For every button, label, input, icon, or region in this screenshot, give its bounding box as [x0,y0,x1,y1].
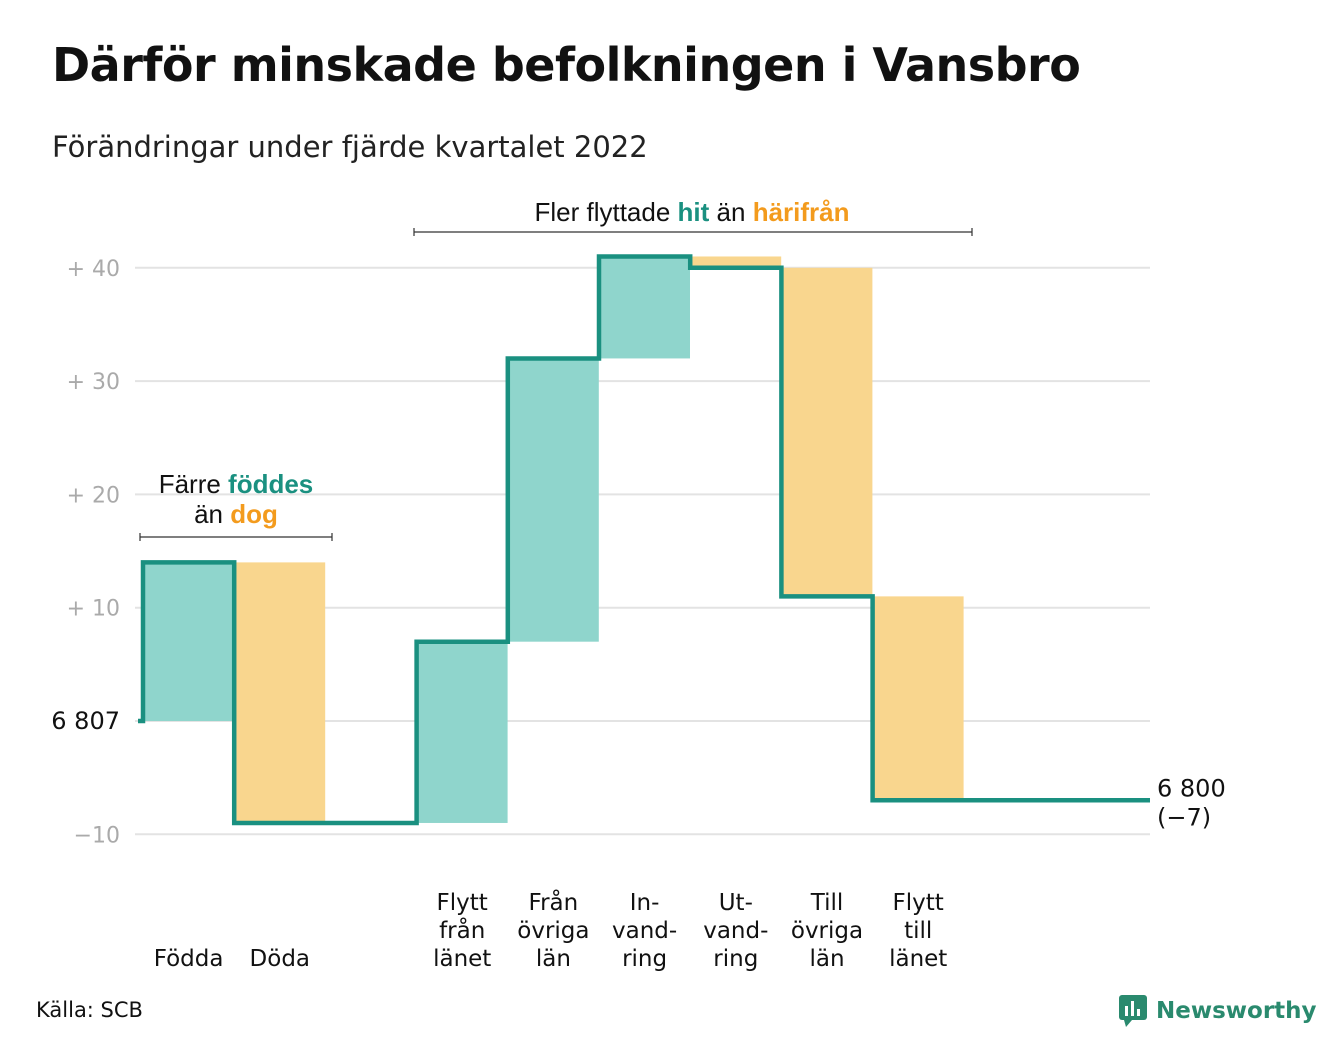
y-tick-label: + 20 [67,483,120,508]
annotation-births-line2: än dog [194,499,278,529]
category-label: övriga [517,918,589,944]
waterfall-bar [781,267,873,597]
y-tick-label: −10 [74,823,120,848]
category-label: Från [529,888,579,916]
category-label: från [439,916,485,944]
annotation-part: dog [230,499,278,529]
y-tick-label: + 40 [67,257,120,282]
waterfall-bar [416,641,508,823]
category-label: In- [630,890,660,916]
waterfall-bar [507,358,599,642]
annotation-part: än [194,499,230,529]
waterfall-bar [234,562,326,823]
annotation-part: hit [678,197,710,227]
category-label: Döda [250,946,310,972]
waterfall-bar [599,256,690,359]
category-label: Flytt [437,890,488,916]
waterfall-bar [143,562,234,721]
category-label: ring [622,946,667,972]
y-tick-label: + 10 [67,597,120,622]
annotation-births-line1: Färre föddes [159,469,314,499]
category-label: till [904,918,932,944]
annotation-part: än [709,197,752,227]
waterfall-bar [872,596,964,801]
end-value-label: 6 800 [1157,774,1226,802]
category-label: vand- [703,918,768,944]
bars [143,256,964,823]
brand-logo: Newsworthy [1118,994,1317,1028]
source-note: Källa: SCB [36,998,143,1022]
category-label: län [809,946,844,972]
waterfall-bar [690,256,782,268]
annotation-bracket [139,533,333,541]
category-label: Till [810,890,844,916]
annotation-bracket [413,228,973,236]
chart-subtitle: Förändringar under fjärde kvartalet 2022 [52,130,648,164]
annotation-part: föddes [228,469,313,499]
category-label: Ut- [719,890,753,916]
step-line-group [138,254,1150,826]
end-value-label: (−7) [1157,803,1211,831]
annotation-migration: Fler flyttade hit än härifrån [534,197,849,227]
start-value-label: 6 807 [51,707,120,735]
newsworthy-logo-icon [1119,995,1147,1027]
annotation-part: Fler flyttade [534,197,677,227]
category-label: länet [433,946,491,972]
category-label: vand- [612,918,677,944]
category-label: ring [713,946,758,972]
y-axis-ticks: + 40 + 30 + 20 + 10 −10 6 807 [51,257,120,849]
annotation-part: Färre [159,469,228,499]
category-labels: 6 800(−7)Födda DödaFlyttfrånlänetFrånövri… [154,774,1226,972]
category-label: länet [889,946,947,972]
category-label: län [536,946,571,972]
chart-title: Därför minskade befolkningen i Vansbro [52,38,1081,92]
annotation-part: härifrån [753,197,850,227]
category-label: Flytt [893,890,944,916]
step-line [138,254,1150,826]
y-tick-label: + 30 [67,370,120,395]
brand-name: Newsworthy [1156,998,1317,1024]
category-label: Födda [154,946,224,972]
category-label: övriga [791,918,863,944]
